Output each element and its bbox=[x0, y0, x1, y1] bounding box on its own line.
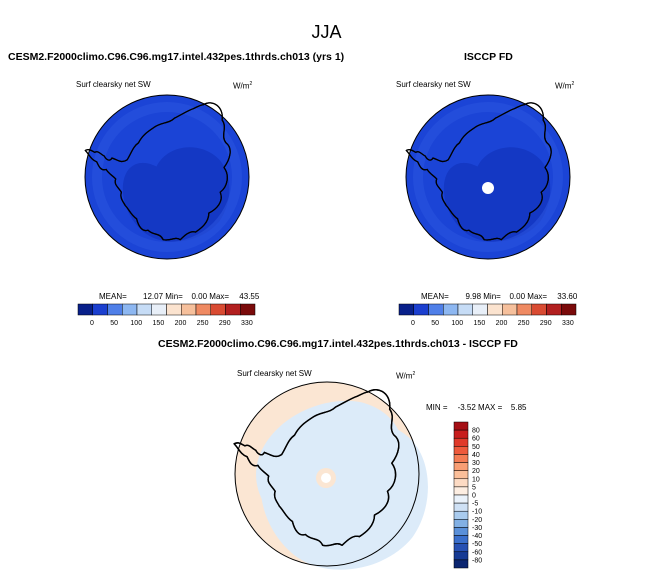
panel1-colorbar-swatch bbox=[166, 303, 182, 316]
panel2-units: W/m2 bbox=[555, 81, 575, 91]
panel1-colorbar-swatch bbox=[195, 303, 211, 316]
diff-colorbar-swatch bbox=[453, 421, 469, 431]
panel1-variable: Surf clearsky net SW bbox=[76, 80, 151, 89]
diff-colorbar-swatch bbox=[453, 478, 469, 488]
panel1-colorbar-swatch bbox=[225, 303, 241, 316]
diff-colorbar-swatch bbox=[453, 519, 469, 528]
diff-variable: Surf clearsky net SW bbox=[237, 369, 312, 378]
panel1-colorbar-tick-label: 250 bbox=[197, 320, 209, 327]
panel1-units: W/m2 bbox=[233, 81, 253, 91]
panel2-colorbar-tick-label: 290 bbox=[540, 320, 552, 327]
panel1-colorbar-tick-label: 50 bbox=[110, 320, 118, 327]
diff-colorbar-tick-label: 20 bbox=[472, 468, 480, 475]
diff-colorbar-swatch bbox=[453, 551, 469, 561]
panel2-colorbar-swatch bbox=[472, 303, 488, 316]
diff-colorbar-swatch bbox=[453, 486, 469, 496]
panel1-colorbar-swatch bbox=[107, 303, 123, 316]
panel2-colorbar-swatch bbox=[516, 303, 532, 316]
diff-colorbar-tick-label: 5 bbox=[472, 484, 476, 491]
diff-colorbar-swatch bbox=[453, 446, 469, 455]
panel1-colorbar-swatch bbox=[92, 303, 108, 316]
diff-colorbar-tick-label: 50 bbox=[472, 444, 480, 451]
diff-colorbar-tick-label: -40 bbox=[472, 533, 482, 540]
panel2-colorbar-tick-label: 0 bbox=[411, 320, 415, 327]
panel1-colorbar-tick-label: 290 bbox=[219, 320, 231, 327]
diff-colorbar-swatch bbox=[453, 454, 469, 463]
panel1-colorbar-swatch bbox=[240, 303, 256, 316]
diff-colorbar-tick-label: -50 bbox=[472, 541, 482, 548]
panel1-colorbar-swatch bbox=[151, 303, 167, 316]
panel2-colorbar-tick-label: 150 bbox=[474, 320, 486, 327]
panel1-colorbar-swatch bbox=[122, 303, 138, 316]
panel1-colorbar-swatch bbox=[181, 303, 197, 316]
diff-colorbar-tick-label: -10 bbox=[472, 509, 482, 516]
panel2-colorbar-tick-label: 250 bbox=[518, 320, 530, 327]
panel2-map bbox=[405, 94, 571, 260]
diff-title: CESM2.F2000climo.C96.C96.mg17.intel.432p… bbox=[158, 338, 518, 350]
diff-colorbar-swatch bbox=[453, 494, 469, 504]
panel2-colorbar-swatch bbox=[561, 303, 577, 316]
diff-colorbar-swatch bbox=[453, 543, 469, 553]
diff-map bbox=[233, 381, 428, 570]
diff-pole-hole bbox=[321, 473, 331, 483]
diff-colorbar-tick-label: -60 bbox=[472, 549, 482, 556]
panel2-colorbar-swatch bbox=[443, 303, 459, 316]
panel2-variable: Surf clearsky net SW bbox=[396, 80, 471, 89]
panel2-colorbar-swatch bbox=[487, 303, 503, 316]
panel1-colorbar-tick-label: 100 bbox=[130, 320, 142, 327]
panel2-colorbar-swatch bbox=[531, 303, 547, 316]
panel2-colorbar-swatch bbox=[428, 303, 444, 316]
diff-colorbar-swatch bbox=[453, 535, 469, 544]
diff-colorbar-swatch bbox=[453, 470, 469, 480]
diff-units: W/m2 bbox=[396, 371, 416, 381]
panel2-colorbar-tick-label: 50 bbox=[431, 320, 439, 327]
panel2-colorbar-swatch bbox=[502, 303, 518, 316]
panel1-title: CESM2.F2000climo.C96.C96.mg17.intel.432p… bbox=[8, 51, 345, 63]
diff-colorbar-tick-label: 60 bbox=[472, 436, 480, 443]
diff-colorbar-swatch bbox=[453, 559, 469, 569]
panel1-colorbar-tick-label: 0 bbox=[90, 320, 94, 327]
panel2-stats: MEAN= 9.98 Min= 0.00 Max= 33.60 bbox=[421, 292, 578, 301]
panel2-colorbar-swatch bbox=[413, 303, 429, 316]
panel2-colorbar-swatch bbox=[457, 303, 473, 316]
diff-colorbar-tick-label: -5 bbox=[472, 501, 478, 508]
diff-colorbar-tick-label: 0 bbox=[472, 493, 476, 500]
diff-colorbar-tick-label: 10 bbox=[472, 476, 480, 483]
diff-colorbar-swatch bbox=[453, 462, 469, 471]
panel2-colorbar-swatch bbox=[546, 303, 562, 316]
panel1-map bbox=[84, 94, 250, 260]
diff-colorbar-tick-label: 30 bbox=[472, 460, 480, 467]
panel2-colorbar-tick-label: 100 bbox=[451, 320, 463, 327]
diff-colorbar-tick-label: -30 bbox=[472, 525, 482, 532]
diff-stats: MIN = -3.52 MAX = 5.85 bbox=[426, 403, 527, 412]
panel1-colorbar-tick-label: 150 bbox=[153, 320, 165, 327]
panel1-colorbar-tick-label: 200 bbox=[175, 320, 187, 327]
diff-colorbar-swatch bbox=[453, 527, 469, 536]
panel2-colorbar-swatch bbox=[398, 303, 414, 316]
diff-colorbar-tick-label: -20 bbox=[472, 517, 482, 524]
panel2-colorbar-tick-label: 200 bbox=[496, 320, 508, 327]
panel2-title: ISCCP FD bbox=[464, 51, 513, 63]
panel1-colorbar-tick-label: 330 bbox=[241, 320, 253, 327]
panel2-colorbar-tick-label: 330 bbox=[562, 320, 574, 327]
diff-colorbar-swatch bbox=[453, 502, 469, 512]
panel1-colorbar-swatch bbox=[136, 303, 152, 316]
diff-colorbar-swatch bbox=[453, 437, 469, 447]
diff-colorbar-swatch bbox=[453, 510, 469, 520]
diff-colorbar-tick-label: 80 bbox=[472, 428, 480, 435]
panel1-colorbar: 0 50 100 150 200 250 290 330 bbox=[77, 303, 256, 327]
diff-colorbar-tick-label: -80 bbox=[472, 557, 482, 564]
panel2-pole-hole bbox=[482, 182, 494, 194]
diff-colorbar-swatch bbox=[453, 429, 469, 439]
panel1-colorbar-swatch bbox=[210, 303, 226, 316]
season-title: JJA bbox=[311, 22, 342, 42]
panel2-colorbar: 0 50 100 150 200 250 290 330 bbox=[398, 303, 577, 327]
diff-colorbar-tick-label: 40 bbox=[472, 452, 480, 459]
panel1-stats: MEAN= 12.07 Min= 0.00 Max= 43.55 bbox=[99, 292, 260, 301]
panel1-colorbar-swatch bbox=[77, 303, 93, 316]
